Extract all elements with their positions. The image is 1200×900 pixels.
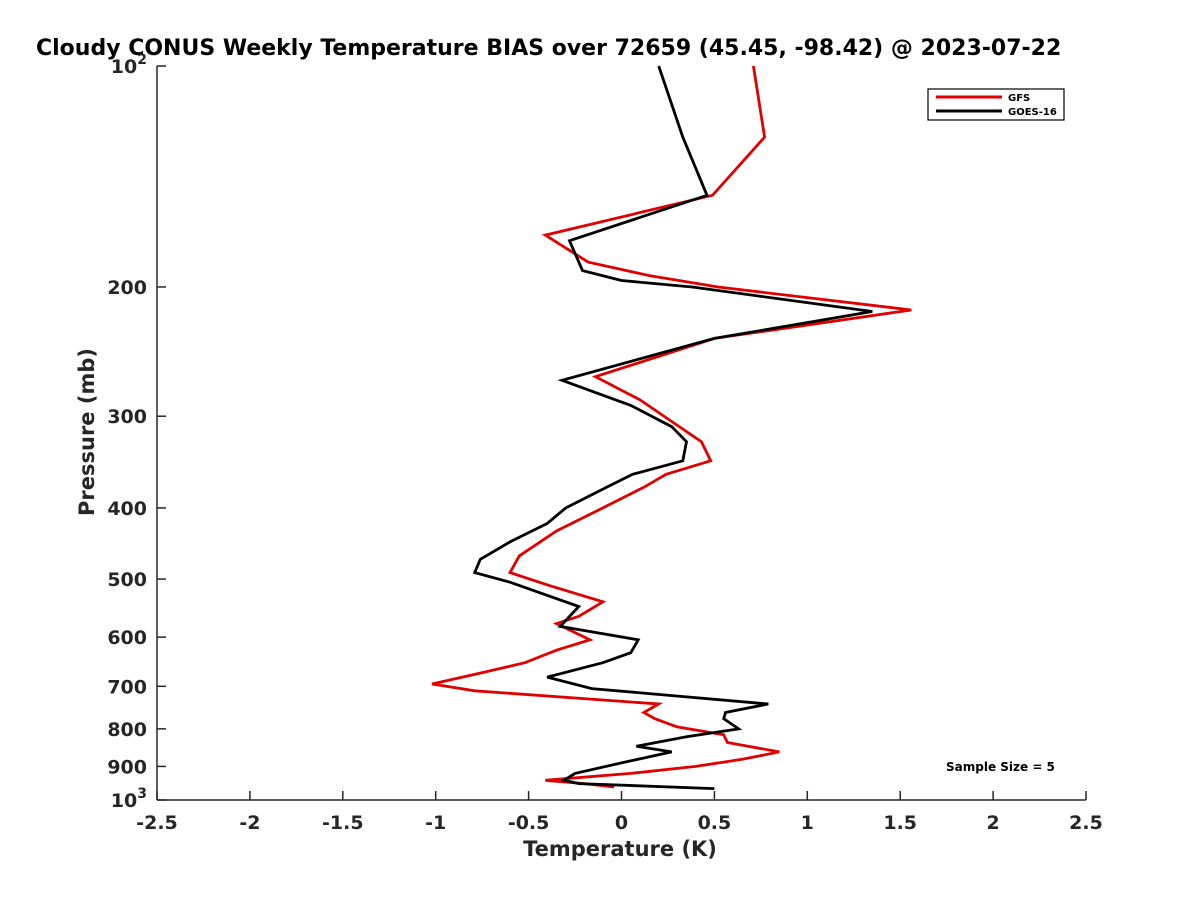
series-line-goes-16 [472,65,873,790]
x-tick-label: 1 [801,812,814,834]
x-tick-label: -2 [239,812,260,834]
legend-label-goes16: GOES-16 [1008,107,1057,118]
series-layer [431,65,912,790]
y-tick-label: 500 [107,569,147,591]
chart-title: Cloudy CONUS Weekly Temperature BIAS ove… [36,36,1061,61]
y-axis: 102 200 300 400 500 600 700 800 900 103 [107,52,166,812]
x-axis-title: Temperature (K) [523,837,717,861]
x-tick-label: -0.5 [508,812,550,834]
x-tick-label: 1.5 [883,812,917,834]
y-tick-label: 700 [107,676,147,698]
x-tick-label: 0.5 [698,812,732,834]
legend-box [927,88,1065,121]
y-axis-title: Pressure (mb) [75,348,99,516]
x-tick-label: -1.5 [322,812,364,834]
y-tick-label: 400 [107,498,147,520]
y-tick-label: 200 [107,277,147,299]
y-tick-label: 900 [107,756,147,778]
y-tick-label: 600 [107,627,147,649]
y-tick-label: 300 [107,406,147,428]
x-tick-label: 2 [986,812,999,834]
sample-size-annotation: Sample Size = 5 [946,760,1055,774]
x-axis: -2.5 -2 -1.5 -1 -0.5 0 0.5 1 1.5 2 2.5 [136,791,1103,834]
x-tick-label: 0 [615,812,628,834]
legend-label-gfs: GFS [1008,93,1030,104]
x-tick-label: 2.5 [1069,812,1103,834]
x-tick-label: -2.5 [136,812,178,834]
y-tick-label: 800 [107,719,147,741]
y-tick-label: 102 [111,52,147,78]
legend[interactable]: GFS GOES-16 [927,88,1065,121]
x-tick-label: -1 [425,812,446,834]
series-line-gfs [431,65,912,789]
y-tick-label: 103 [111,786,147,812]
